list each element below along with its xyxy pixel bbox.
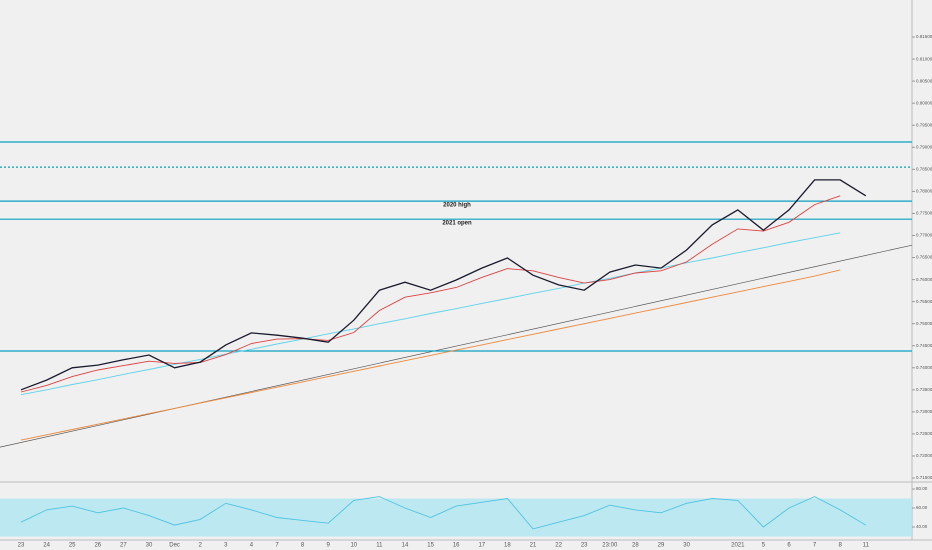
trendline (0, 244, 913, 448)
y-tick-label: 0.72000 (916, 453, 932, 458)
x-tick-label: 18 (504, 543, 511, 549)
x-tick-label: 23 (581, 543, 588, 549)
y-tick-label: 0.78500 (916, 167, 932, 172)
x-tick-label: 3 (224, 543, 228, 549)
y-tick-label: 0.77500 (916, 211, 932, 216)
x-tick-label: 21 (530, 543, 537, 549)
x-tick-label: 7 (275, 543, 279, 549)
y-tick-label: 0.73500 (916, 387, 932, 392)
y-tick-label: 0.76000 (916, 277, 932, 282)
annotation: 2021 open (442, 221, 472, 227)
x-tick-label: 27 (120, 543, 127, 549)
x-tick-label: 22 (555, 543, 562, 549)
price-line (20, 179, 867, 391)
y-tick-label: 0.72500 (916, 431, 932, 436)
x-tick-label: 17 (478, 543, 485, 549)
y-tick-label: 0.71500 (916, 475, 932, 480)
annotation: 2020 high (443, 203, 471, 209)
x-tick-label: 11 (863, 543, 870, 549)
y-tick-label: 80.00 (916, 486, 928, 491)
moving-average (20, 232, 841, 396)
y-tick-label: 60.00 (916, 505, 928, 510)
x-tick-label: 7 (813, 543, 817, 549)
x-tick-label: 16 (453, 543, 460, 549)
y-tick-label: 0.81000 (916, 56, 932, 61)
y-tick-label: 0.80000 (916, 100, 932, 105)
x-tick-label: 5 (762, 543, 766, 549)
x-tick-label: 29 (658, 543, 665, 549)
y-tick-label: 0.76500 (916, 255, 932, 260)
y-tick-label: 0.74000 (916, 365, 932, 370)
x-tick-label: 23:00 (602, 543, 618, 549)
x-tick-label: 10 (350, 543, 357, 549)
moving-average (20, 269, 841, 441)
rsi-line (20, 496, 867, 530)
x-tick-label: 23 (18, 543, 25, 549)
x-tick-label: 26 (94, 543, 101, 549)
y-tick-label: 40.00 (916, 524, 928, 529)
x-tick-label: 9 (327, 543, 331, 549)
x-tick-label: 8 (839, 543, 843, 549)
x-tick-label: 25 (69, 543, 76, 549)
x-tick-label: 8 (301, 543, 305, 549)
x-tick-label: 4 (250, 543, 254, 549)
y-tick-label: 0.74500 (916, 343, 932, 348)
y-tick-label: 0.79000 (916, 144, 932, 149)
y-tick-label: 0.75500 (916, 299, 932, 304)
x-tick-label: 15 (427, 543, 434, 549)
x-tick-label: 14 (402, 543, 409, 549)
y-tick-label: 0.80500 (916, 78, 932, 83)
y-tick-label: 0.79500 (916, 122, 932, 127)
x-tick-label: 24 (43, 543, 50, 549)
moving-average (20, 195, 841, 393)
y-tick-label: 0.81500 (916, 34, 932, 39)
y-tick-label: 0.78000 (916, 189, 932, 194)
x-tick-label: 2021 (731, 543, 745, 549)
x-tick-label: Dec (169, 543, 180, 549)
y-tick-label: 0.73000 (916, 409, 932, 414)
x-tick-label: 6 (787, 543, 791, 549)
x-tick-label: 2 (199, 543, 203, 549)
x-tick-label: 30 (146, 543, 153, 549)
rsi-band (0, 498, 912, 537)
y-tick-label: 0.77000 (916, 233, 932, 238)
x-tick-label: 11 (376, 543, 383, 549)
x-tick-label: 30 (683, 543, 690, 549)
y-tick-label: 0.75000 (916, 321, 932, 326)
axis-panel (912, 0, 932, 550)
x-tick-label: 28 (632, 543, 639, 549)
